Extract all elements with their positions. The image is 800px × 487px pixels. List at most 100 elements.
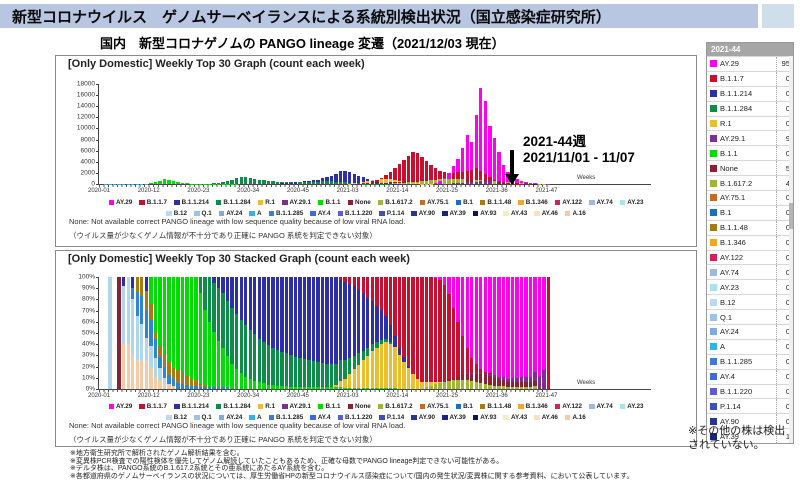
stacked-bar-segment [524, 277, 528, 377]
lineage-name: B.1.346 [720, 238, 746, 248]
bar-segment [379, 182, 384, 184]
legend-swatch [108, 403, 115, 410]
stacked-bar-segment [176, 277, 180, 370]
legend-label: AY.29.1 [289, 403, 311, 410]
legend-label: B.1.617.2 [385, 403, 413, 410]
stacked-bar-segment [225, 277, 230, 302]
legend-swatch [554, 199, 561, 206]
x-axis-tick-label: 2020-34 [237, 393, 260, 399]
y-axis-tick-label: 2000 [80, 169, 95, 177]
stacked-bar-segment [131, 288, 135, 300]
stacked-bar-segment [135, 291, 139, 316]
table-scrollbar-thumb[interactable] [789, 203, 793, 230]
stacked-bar-segment [343, 281, 347, 361]
stacked-bar-segment [131, 355, 135, 389]
stacked-bar-segment [280, 277, 284, 353]
stacked-bar-segment [230, 364, 234, 389]
stacked-bar-segment [225, 356, 230, 387]
legend-swatch [419, 403, 426, 410]
table-scrollbar[interactable] [789, 56, 793, 444]
stacked-bar-segment [144, 337, 148, 361]
stacked-bar-segment [348, 387, 352, 389]
stacked-bar-segment [501, 277, 506, 377]
bar-segment [438, 170, 442, 184]
bar-segment [447, 172, 451, 184]
lineage-swatch [710, 402, 717, 410]
y-axis-tick [96, 95, 99, 97]
stacked-bar-segment [144, 277, 148, 291]
weekly-top30-stacked-panel: [Only Domestic] Weekly Top 30 Stacked Gr… [55, 250, 697, 447]
legend-swatch [503, 210, 509, 217]
x-axis-tick-label: 2021-36 [485, 188, 508, 194]
stacked-bar-segment [140, 323, 144, 361]
legend-swatch [419, 199, 426, 206]
legend-swatch [166, 210, 172, 217]
legend-label: AY.24 [226, 210, 243, 217]
legend-label: P.1.14 [386, 210, 405, 217]
legend-item-AY.29: AY.29 [108, 199, 132, 206]
stacked-bar-segment [153, 339, 158, 358]
bar-segment [275, 181, 280, 184]
y-axis-tick [96, 389, 99, 390]
stacked-bar-segment [411, 374, 415, 389]
legend-item-AY.29.1: AY.29.1 [282, 403, 311, 410]
stacked-bar-segment [537, 277, 542, 377]
stacked-bar-segment [397, 354, 402, 389]
legend-label: AY.75.1 [427, 199, 449, 206]
legend-swatch [589, 199, 595, 206]
stacked-bar-segment [203, 310, 207, 385]
legend-swatch [379, 210, 385, 217]
bar-segment [429, 165, 433, 184]
bar-segment [144, 183, 148, 184]
legend-item-R.1: R.1 [257, 199, 275, 206]
bar-segment [438, 181, 442, 184]
bar-segment [216, 183, 221, 184]
stacked-bar-segment [253, 334, 257, 382]
stacked-bar-segment [171, 385, 176, 389]
bar-segment [185, 183, 189, 184]
stacked-bar-segment [438, 277, 442, 281]
stacked-bar-segment [388, 387, 393, 389]
bar-segment [180, 182, 185, 184]
chart1-title: [Only Domestic] Weekly Top 30 Graph (cou… [68, 58, 365, 70]
stacked-bar-segment [424, 386, 429, 389]
stacked-bar-segment [429, 382, 433, 386]
stacked-bar-segment [433, 384, 438, 389]
stacked-bar-segment [456, 376, 460, 380]
legend-swatch [503, 414, 509, 421]
legend-label: AY.122 [562, 199, 583, 206]
stacked-bar-segment [501, 376, 506, 381]
bar-segment [424, 183, 429, 184]
stacked-bar-segment [470, 277, 474, 358]
stacked-bar-segment [135, 277, 139, 292]
legend-item-AY.39: AY.39 [442, 414, 466, 421]
stacked-bar-segment [293, 386, 298, 389]
bar-segment [415, 181, 420, 184]
stacked-bar-segment [338, 280, 343, 361]
stacked-bar-segment [230, 277, 234, 309]
legend-swatch [619, 199, 626, 206]
stacked-bar-segment [140, 295, 144, 324]
bar-segment [198, 183, 203, 184]
bar-segment [257, 179, 261, 184]
stacked-bar-segment [415, 378, 420, 389]
bar-segment [483, 100, 487, 184]
stacked-bar-segment [479, 277, 483, 369]
stacked-bar-segment [289, 355, 293, 387]
legend-label: B.1.1.214 [181, 199, 209, 206]
lineage-count: 0 [776, 191, 793, 205]
stacked-bar-segment [461, 335, 465, 376]
lineage-count: 95 [776, 57, 793, 71]
legend-swatch [564, 210, 571, 217]
y-axis-tick-label: 8000 [80, 136, 95, 144]
legend-item-AY.39: AY.39 [442, 210, 466, 217]
legend-item-AY.122: AY.122 [554, 403, 582, 410]
lineage-name: AY.122 [720, 253, 744, 263]
legend-swatch [215, 403, 222, 410]
x-axis-tick-label: 2021-03 [336, 188, 359, 194]
stacked-bar-segment [149, 303, 153, 320]
lineage-name: B.1.1.220 [720, 387, 753, 397]
stacked-bar-segment [352, 387, 356, 389]
lineage-count: 0 [776, 280, 793, 295]
lineage-name: R.1 [720, 119, 732, 128]
